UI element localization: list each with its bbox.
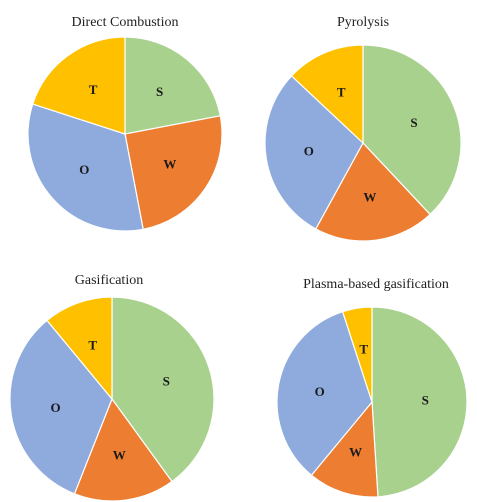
pie-chart-pyrolysis: Pyrolysis S W O T — [264, 15, 462, 242]
slice-label-s: S — [410, 115, 417, 130]
pie-labels: S W O T — [51, 337, 170, 462]
pie-slice-t — [290, 44, 364, 145]
pie-chart-direct-combustion: Direct Combustion S W O T — [27, 15, 223, 232]
slice-label-s: S — [156, 84, 163, 99]
chart-title: Gasification — [75, 273, 143, 288]
pie-labels: S W O T — [304, 85, 418, 205]
slice-label-t: T — [359, 342, 368, 357]
pie-labels: S W O T — [79, 82, 176, 177]
slice-label-o: O — [79, 162, 89, 177]
pie-labels: S W O T — [315, 342, 429, 460]
slice-label-w: W — [163, 157, 176, 172]
pie-slice-w — [310, 400, 379, 498]
pie-slice-w — [124, 115, 223, 230]
pie-slice-o — [9, 319, 113, 495]
pie-chart-plasma-based-gasification: Plasma-based gasification S W O T — [276, 277, 468, 498]
pie-slice-w — [314, 141, 431, 242]
pie-slice-s — [362, 44, 462, 216]
pie-slice-o — [27, 103, 144, 232]
slice-label-o: O — [304, 144, 314, 159]
pie-slice-t — [31, 36, 126, 135]
pie-slice-w — [73, 397, 173, 502]
pie-slice-s — [371, 306, 468, 498]
slice-label-t: T — [89, 82, 98, 97]
pie-slice-o — [276, 310, 373, 477]
slice-label-w: W — [349, 445, 362, 460]
pie-slices — [276, 306, 468, 498]
pie-slice-t — [46, 296, 113, 401]
slice-label-o: O — [315, 384, 325, 399]
slice-label-o: O — [51, 400, 61, 415]
slice-label-w: W — [363, 189, 376, 204]
chart-title: Pyrolysis — [337, 15, 389, 30]
pie-slices — [9, 296, 215, 502]
pie-slice-s — [111, 296, 215, 483]
chart-title: Direct Combustion — [72, 15, 179, 30]
pie-slice-o — [264, 75, 364, 230]
slice-label-s: S — [163, 373, 170, 388]
pie-slice-s — [124, 36, 221, 135]
pie-chart-gasification: Gasification S W O T — [9, 273, 215, 502]
slice-label-t: T — [337, 85, 346, 100]
chart-title: Plasma-based gasification — [303, 277, 449, 292]
slice-label-t: T — [88, 337, 97, 352]
pie-slices — [27, 36, 223, 232]
pie-slice-t — [341, 306, 373, 403]
pie-slices — [264, 44, 462, 242]
slice-label-s: S — [422, 392, 429, 407]
slice-label-w: W — [113, 448, 126, 463]
